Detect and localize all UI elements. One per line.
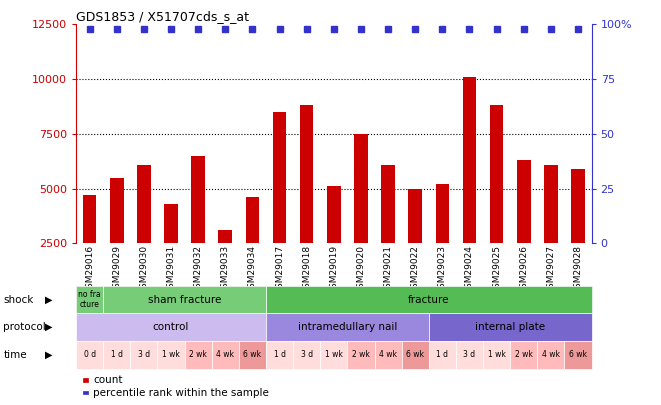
Bar (490, 105, 504, 298)
Text: 3 d: 3 d (463, 350, 475, 359)
Text: shock: shock (3, 295, 34, 305)
Bar (83, 195, 97, 298)
Text: 4 wk: 4 wk (542, 350, 560, 359)
Text: no fra
cture: no fra cture (78, 290, 101, 309)
Text: internal plate: internal plate (475, 322, 545, 332)
Text: 1 wk: 1 wk (325, 350, 343, 359)
Bar (110, 178, 124, 298)
Text: GDS1853 / X51707cds_s_at: GDS1853 / X51707cds_s_at (76, 10, 249, 23)
Text: sham fracture: sham fracture (148, 295, 221, 305)
Text: 3 d: 3 d (137, 350, 150, 359)
Bar (137, 164, 151, 298)
Text: count: count (93, 375, 123, 385)
Text: 4 wk: 4 wk (216, 350, 234, 359)
Text: intramedullary nail: intramedullary nail (297, 322, 397, 332)
Bar (327, 186, 340, 298)
Text: 3 d: 3 d (301, 350, 313, 359)
Text: 6 wk: 6 wk (569, 350, 587, 359)
Text: 6 wk: 6 wk (243, 350, 261, 359)
Text: 2 wk: 2 wk (189, 350, 207, 359)
Bar (436, 184, 449, 298)
Bar (191, 156, 205, 298)
Bar (381, 164, 395, 298)
Text: ▶: ▶ (45, 350, 52, 360)
Text: 6 wk: 6 wk (407, 350, 424, 359)
Text: ▶: ▶ (45, 322, 52, 332)
Text: 1 d: 1 d (274, 350, 286, 359)
Bar (246, 197, 259, 298)
Text: percentile rank within the sample: percentile rank within the sample (93, 388, 269, 398)
Bar (219, 230, 232, 298)
Text: fracture: fracture (408, 295, 449, 305)
Text: 2 wk: 2 wk (515, 350, 533, 359)
Text: time: time (3, 350, 27, 360)
Text: 1 wk: 1 wk (488, 350, 506, 359)
Bar (273, 112, 286, 298)
Text: 4 wk: 4 wk (379, 350, 397, 359)
Bar (408, 189, 422, 298)
Text: 1 d: 1 d (111, 350, 123, 359)
Text: 0 d: 0 d (83, 350, 96, 359)
Text: 2 wk: 2 wk (352, 350, 370, 359)
Bar (517, 160, 531, 298)
Bar (300, 105, 313, 298)
Bar (544, 164, 558, 298)
Bar (354, 134, 368, 298)
Bar (164, 204, 178, 298)
Bar (463, 77, 477, 298)
Text: ▶: ▶ (45, 295, 52, 305)
Text: 1 wk: 1 wk (162, 350, 180, 359)
Text: control: control (153, 322, 189, 332)
Text: protocol: protocol (3, 322, 46, 332)
Text: 1 d: 1 d (436, 350, 448, 359)
Bar (571, 169, 585, 298)
